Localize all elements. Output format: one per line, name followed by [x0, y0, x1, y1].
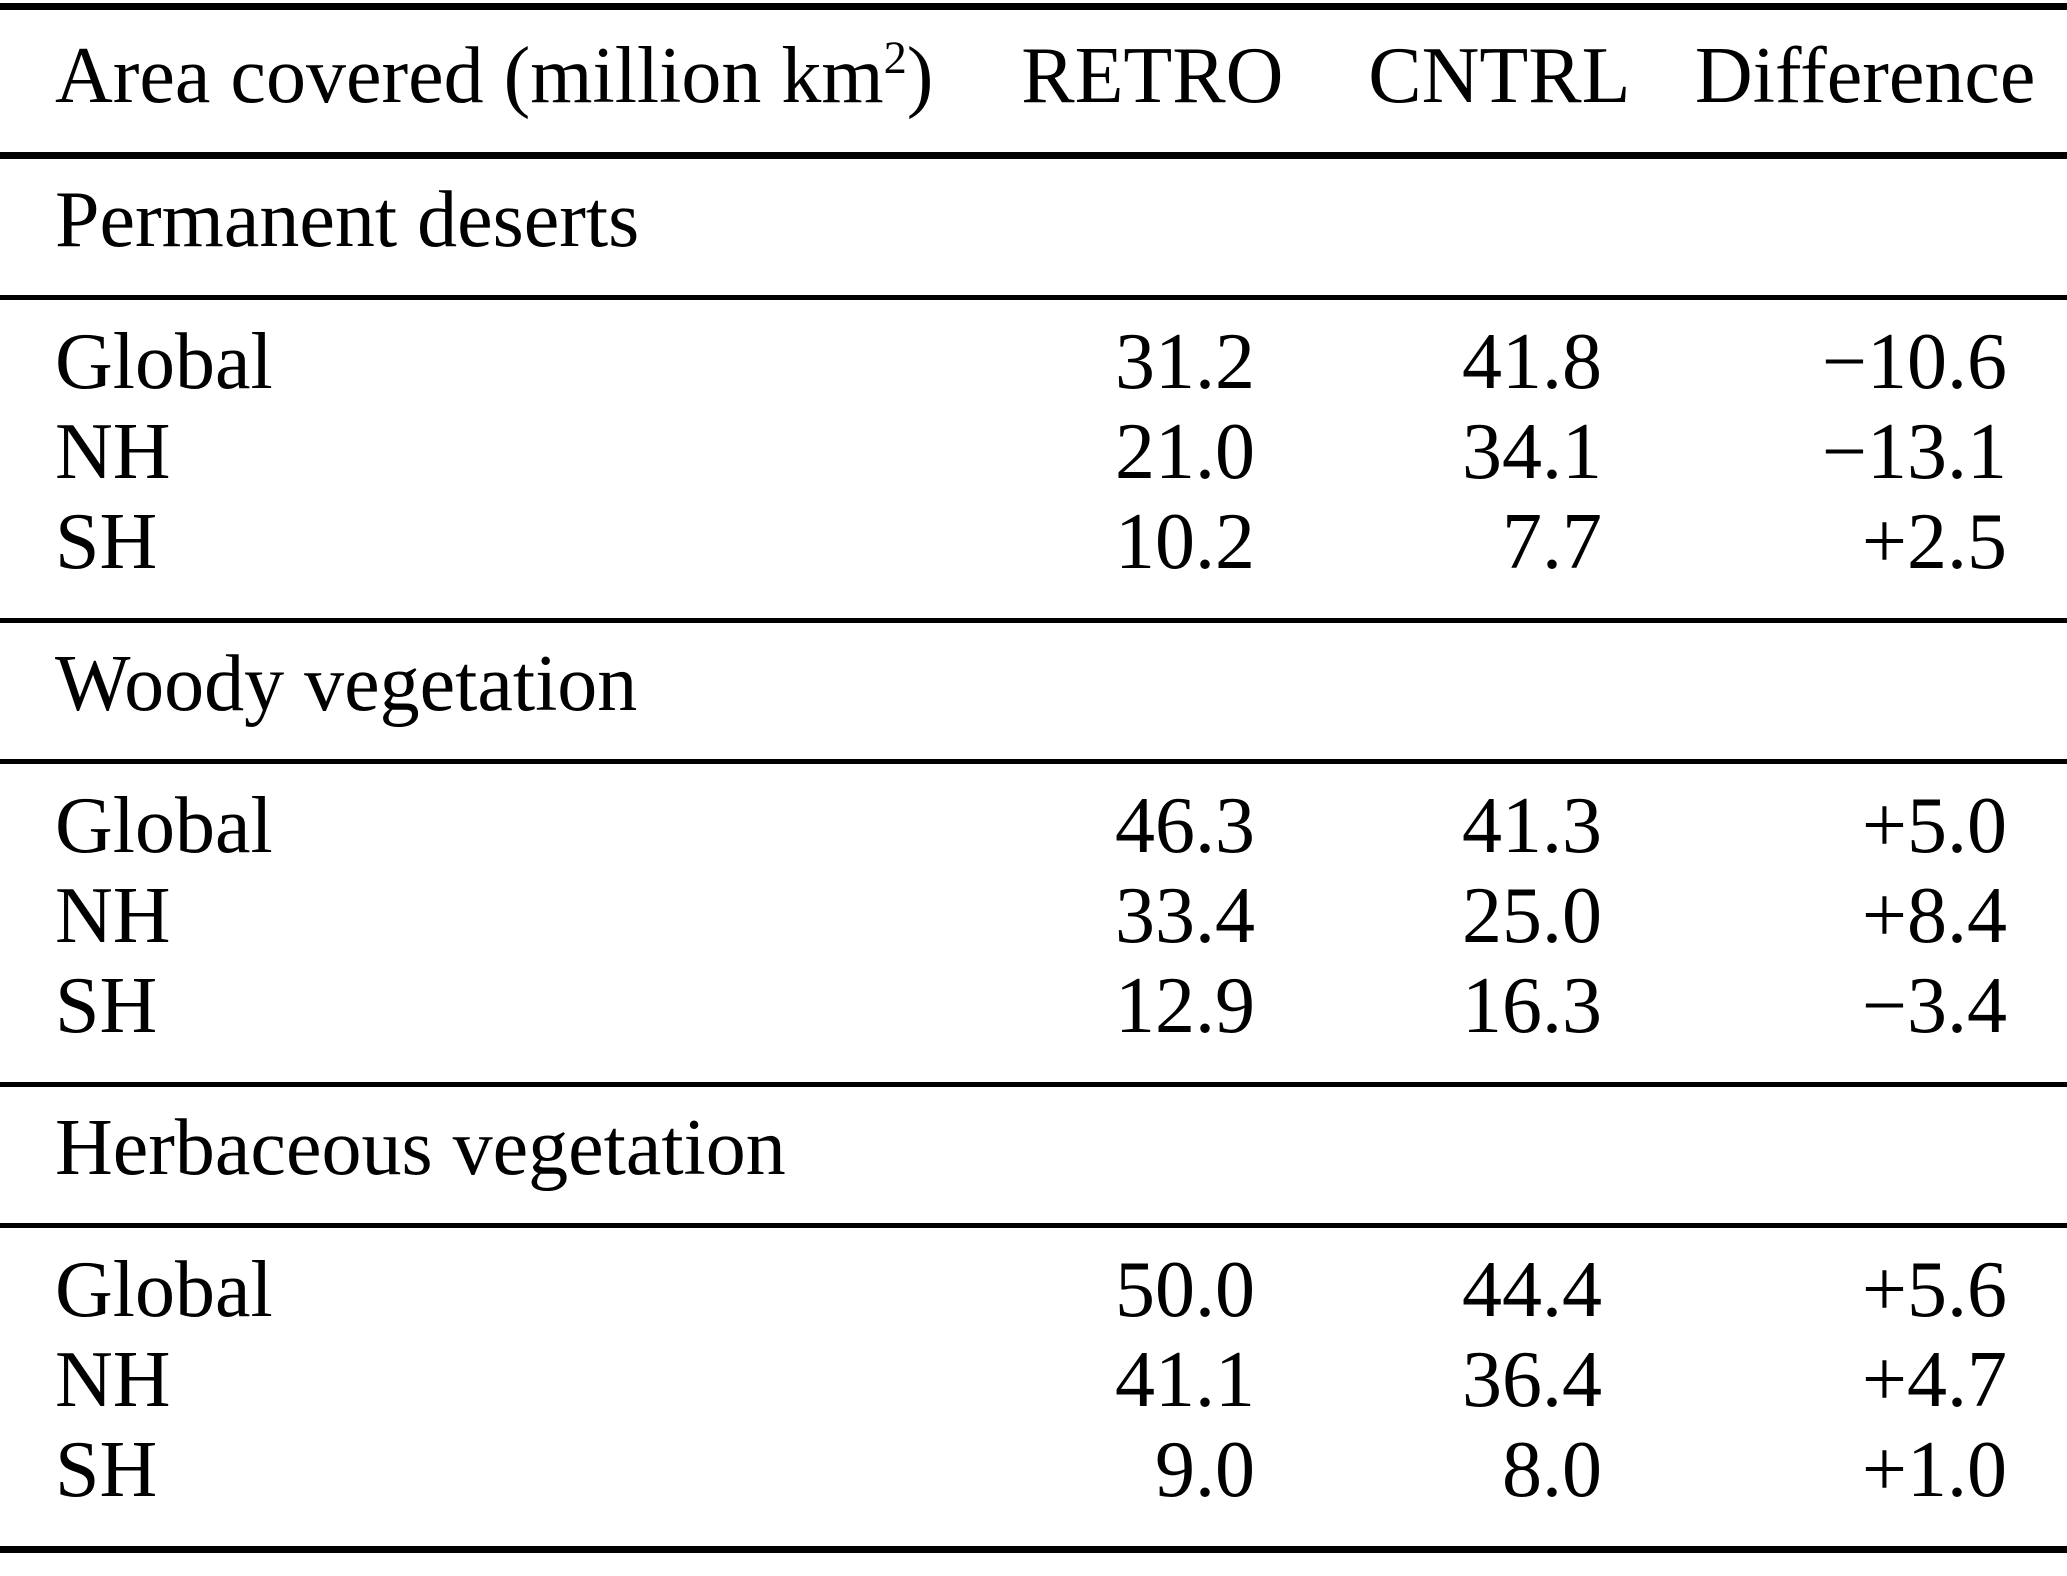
difference-value: +2.5	[1861, 498, 2007, 586]
top-rule	[0, 3, 2067, 10]
column-header-cntrl: CNTRL	[1368, 32, 1631, 120]
table-row: Global 46.3 41.3 +5.0	[0, 781, 2067, 871]
row-label: NH	[55, 1336, 171, 1424]
cntrl-value: 44.4	[1462, 1246, 1602, 1334]
section-rule	[0, 1223, 2067, 1228]
difference-value: −13.1	[1821, 408, 2007, 496]
cntrl-value: 34.1	[1462, 408, 1602, 496]
section-title-herbaceous-vegetation: Herbaceous vegetation	[55, 1104, 786, 1192]
retro-value: 46.3	[1115, 782, 1255, 870]
cntrl-value: 41.8	[1462, 318, 1602, 406]
bottom-rule	[0, 1546, 2067, 1553]
retro-value: 50.0	[1115, 1246, 1255, 1334]
cntrl-value: 16.3	[1462, 962, 1602, 1050]
row-label: NH	[55, 872, 171, 960]
difference-value: −10.6	[1821, 318, 2007, 406]
column-header-difference: Difference	[1694, 32, 2036, 120]
area-covered-close-paren: )	[906, 32, 934, 120]
retro-value: 10.2	[1115, 498, 1255, 586]
row-label: SH	[55, 962, 158, 1050]
row-label: Global	[55, 1246, 273, 1334]
section-rule	[0, 759, 2067, 764]
cntrl-value: 8.0	[1502, 1426, 1602, 1514]
row-label: SH	[55, 498, 158, 586]
table-row: NH 41.1 36.4 +4.7	[0, 1335, 2067, 1425]
section-rule	[0, 295, 2067, 300]
difference-value: +1.0	[1861, 1426, 2007, 1514]
km-superscript: 2	[883, 33, 907, 85]
table-header-row: Area covered (million km2) RETRO CNTRL D…	[0, 10, 2067, 152]
cntrl-value: 41.3	[1462, 782, 1602, 870]
table-row: Global 31.2 41.8 −10.6	[0, 317, 2067, 407]
column-header-retro: RETRO	[1021, 32, 1284, 120]
difference-value: +5.6	[1861, 1246, 2007, 1334]
difference-value: +5.0	[1861, 782, 2007, 870]
header-bottom-rule	[0, 152, 2067, 159]
cntrl-value: 36.4	[1462, 1336, 1602, 1424]
section-rule	[0, 618, 2067, 623]
row-label: SH	[55, 1426, 158, 1514]
difference-value: −3.4	[1861, 962, 2007, 1050]
row-label: Global	[55, 782, 273, 870]
table-row: SH 10.2 7.7 +2.5	[0, 497, 2067, 587]
section-data-woody-vegetation: Global 46.3 41.3 +5.0 NH 33.4 25.0 +8.4 …	[0, 764, 2067, 1082]
cntrl-value: 7.7	[1502, 498, 1602, 586]
retro-value: 31.2	[1115, 318, 1255, 406]
table-row: NH 33.4 25.0 +8.4	[0, 871, 2067, 961]
table-row: SH 12.9 16.3 −3.4	[0, 961, 2067, 1051]
section-title-permanent-deserts: Permanent deserts	[55, 176, 640, 264]
difference-value: +8.4	[1861, 872, 2007, 960]
column-header-area-covered: Area covered (million km2)	[55, 31, 933, 121]
retro-value: 21.0	[1115, 408, 1255, 496]
difference-value: +4.7	[1861, 1336, 2007, 1424]
table-row: SH 9.0 8.0 +1.0	[0, 1425, 2067, 1515]
section-data-permanent-deserts: Global 31.2 41.8 −10.6 NH 21.0 34.1 −13.…	[0, 300, 2067, 618]
retro-value: 33.4	[1115, 872, 1255, 960]
section-rule	[0, 1082, 2067, 1087]
cntrl-value: 25.0	[1462, 872, 1602, 960]
section-data-herbaceous-vegetation: Global 50.0 44.4 +5.6 NH 41.1 36.4 +4.7 …	[0, 1228, 2067, 1546]
retro-value: 41.1	[1115, 1336, 1255, 1424]
retro-value: 12.9	[1115, 962, 1255, 1050]
retro-value: 9.0	[1155, 1426, 1255, 1514]
table-row: Global 50.0 44.4 +5.6	[0, 1245, 2067, 1335]
row-label: Global	[55, 318, 273, 406]
area-covered-text: Area covered (million km	[55, 32, 884, 120]
row-label: NH	[55, 408, 171, 496]
section-title-woody-vegetation: Woody vegetation	[55, 640, 638, 728]
table-row: NH 21.0 34.1 −13.1	[0, 407, 2067, 497]
